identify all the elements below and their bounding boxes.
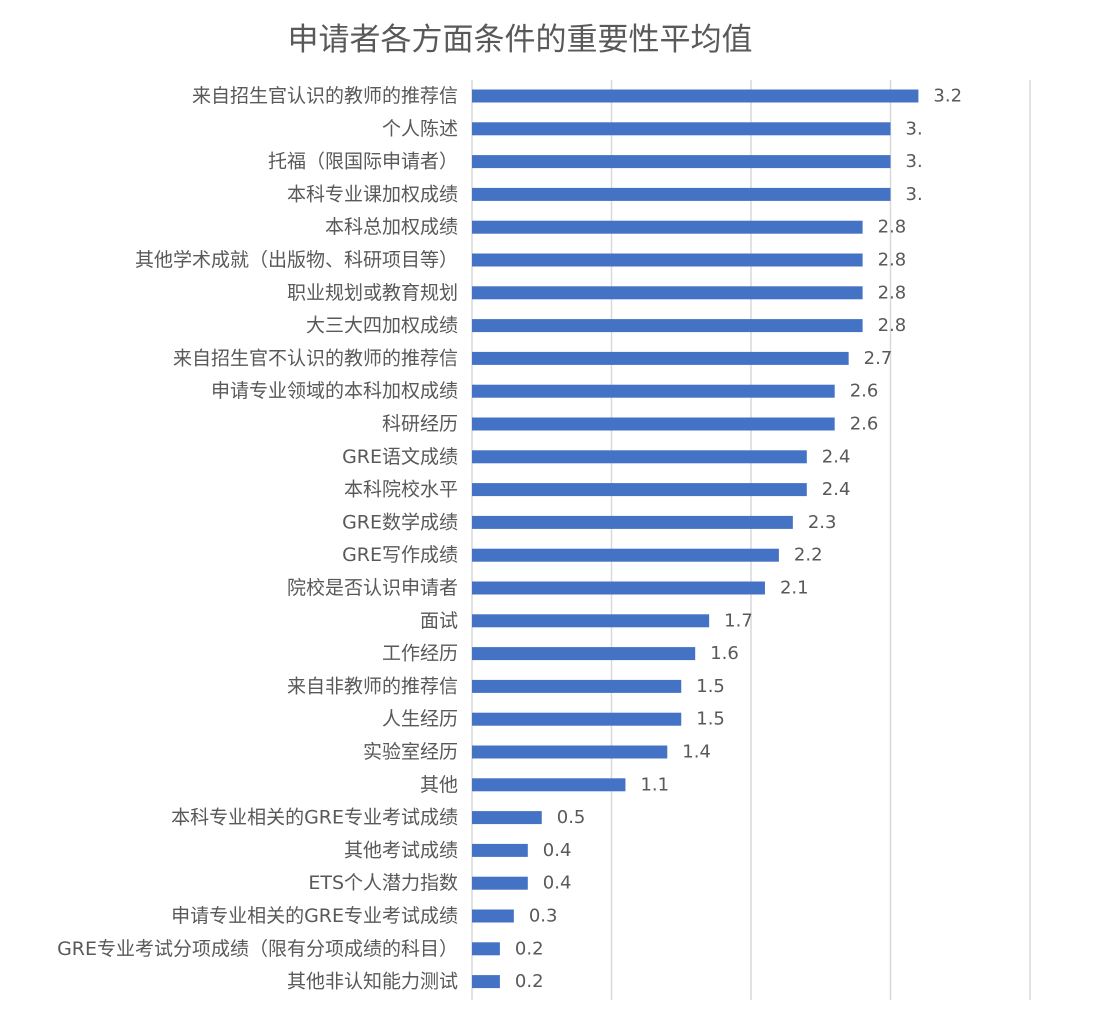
category-label: 本科专业课加权成绩	[287, 183, 458, 205]
bar	[472, 286, 863, 300]
data-label: 1.7	[724, 610, 753, 631]
data-label: 1.4	[682, 742, 711, 763]
category-label: 其他考试成绩	[344, 839, 458, 861]
category-label: ETS个人潜力指数	[308, 872, 458, 894]
data-label: 0.5	[557, 807, 586, 828]
category-label: 个人陈述	[382, 118, 458, 140]
category-label: 人生经历	[382, 708, 458, 730]
category-label: 工作经历	[382, 643, 458, 665]
category-label: 面试	[420, 610, 458, 632]
chart-title: 申请者各方面条件的重要性平均值	[287, 22, 753, 58]
bar	[472, 778, 626, 792]
category-label: 院校是否认识申请者	[287, 577, 458, 599]
data-label: 0.2	[515, 938, 544, 959]
data-label: 2.4	[822, 479, 851, 500]
category-label: GRE写作成绩	[342, 544, 458, 566]
data-label: 3.	[906, 151, 923, 172]
data-label: 3.	[906, 184, 923, 205]
bar	[472, 220, 863, 234]
data-label: 2.3	[808, 512, 837, 533]
category-label: 实验室经历	[363, 741, 458, 763]
data-label: 2.8	[878, 315, 907, 336]
category-label: GRE语文成绩	[342, 446, 458, 468]
data-label: 1.5	[696, 676, 725, 697]
bar	[472, 450, 807, 464]
bar	[472, 483, 807, 497]
data-label: 0.4	[543, 840, 572, 861]
data-label: 2.6	[850, 381, 879, 402]
category-label: 本科院校水平	[344, 479, 458, 501]
category-label: 申请专业相关的GRE专业考试成绩	[171, 905, 458, 927]
category-label: 职业规划或教育规划	[287, 282, 458, 304]
category-label: 大三大四加权成绩	[306, 315, 458, 337]
data-label: 2.4	[822, 446, 851, 467]
data-label: 1.5	[696, 709, 725, 730]
bar	[472, 745, 668, 759]
category-label: 其他	[420, 774, 458, 796]
category-label: 来自非教师的推荐信	[287, 675, 458, 697]
bars	[472, 89, 919, 989]
bar	[472, 975, 500, 989]
data-label: 2.8	[878, 217, 907, 238]
data-label: 0.3	[529, 906, 558, 927]
data-label: 1.6	[710, 643, 739, 664]
category-label: 托福（限国际申请者）	[268, 151, 458, 173]
bar	[472, 679, 682, 693]
data-label: 2.6	[850, 414, 879, 435]
bar	[472, 122, 891, 136]
data-label: 2.8	[878, 282, 907, 303]
category-label: 其他学术成就（出版物、科研项目等）	[135, 249, 458, 271]
category-label: GRE数学成绩	[342, 511, 458, 533]
category-label: 科研经历	[382, 413, 458, 435]
data-label: 2.2	[794, 545, 823, 566]
bar	[472, 319, 863, 333]
bar	[472, 155, 891, 169]
data-label: 2.7	[864, 348, 893, 369]
bar	[472, 515, 793, 529]
bar	[472, 89, 919, 103]
data-label: 2.8	[878, 250, 907, 271]
bar	[472, 843, 528, 857]
bar	[472, 417, 835, 431]
category-label: 来自招生官不认识的教师的推荐信	[173, 347, 458, 369]
data-label: 0.4	[543, 873, 572, 894]
category-label: 本科总加权成绩	[325, 216, 458, 238]
bar	[472, 548, 779, 562]
bar	[472, 384, 835, 398]
category-label: 来自招生官认识的教师的推荐信	[192, 85, 458, 107]
category-label: 其他非认知能力测试	[287, 971, 458, 993]
data-label: 3.	[906, 118, 923, 139]
bar	[472, 351, 849, 365]
data-label: 2.1	[780, 578, 809, 599]
data-label: 3.2	[933, 86, 962, 107]
data-label: 0.2	[515, 971, 544, 992]
bar	[472, 614, 710, 628]
bar	[472, 811, 542, 825]
bar	[472, 876, 528, 890]
data-label: 1.1	[640, 774, 669, 795]
bar	[472, 909, 514, 923]
gridlines	[471, 80, 1031, 1000]
bar	[472, 647, 696, 661]
category-label: 申请专业领域的本科加权成绩	[211, 380, 458, 402]
bar	[472, 942, 500, 956]
category-label: GRE专业考试分项成绩（限有分项成绩的科目）	[57, 938, 458, 960]
bar	[472, 253, 863, 267]
bar	[472, 581, 765, 595]
bar	[472, 187, 891, 201]
bar	[472, 712, 682, 726]
category-label: 本科专业相关的GRE专业考试成绩	[171, 807, 458, 829]
value-labels: 3.2 3. 3. 3. 2.8 2.8 2.8 2.8 2.7 2.6 2.6 2.4 2.4 2.3 2…	[515, 86, 962, 993]
